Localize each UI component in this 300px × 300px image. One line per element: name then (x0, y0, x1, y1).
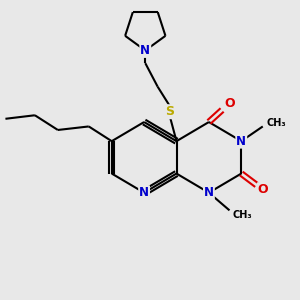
Text: CH₃: CH₃ (266, 118, 286, 128)
Text: S: S (166, 105, 175, 118)
Text: O: O (224, 97, 235, 110)
Text: N: N (236, 135, 246, 148)
Text: N: N (139, 186, 149, 199)
Text: N: N (140, 44, 150, 57)
Text: N: N (204, 186, 214, 199)
Text: O: O (258, 183, 268, 196)
Text: CH₃: CH₃ (232, 210, 252, 220)
